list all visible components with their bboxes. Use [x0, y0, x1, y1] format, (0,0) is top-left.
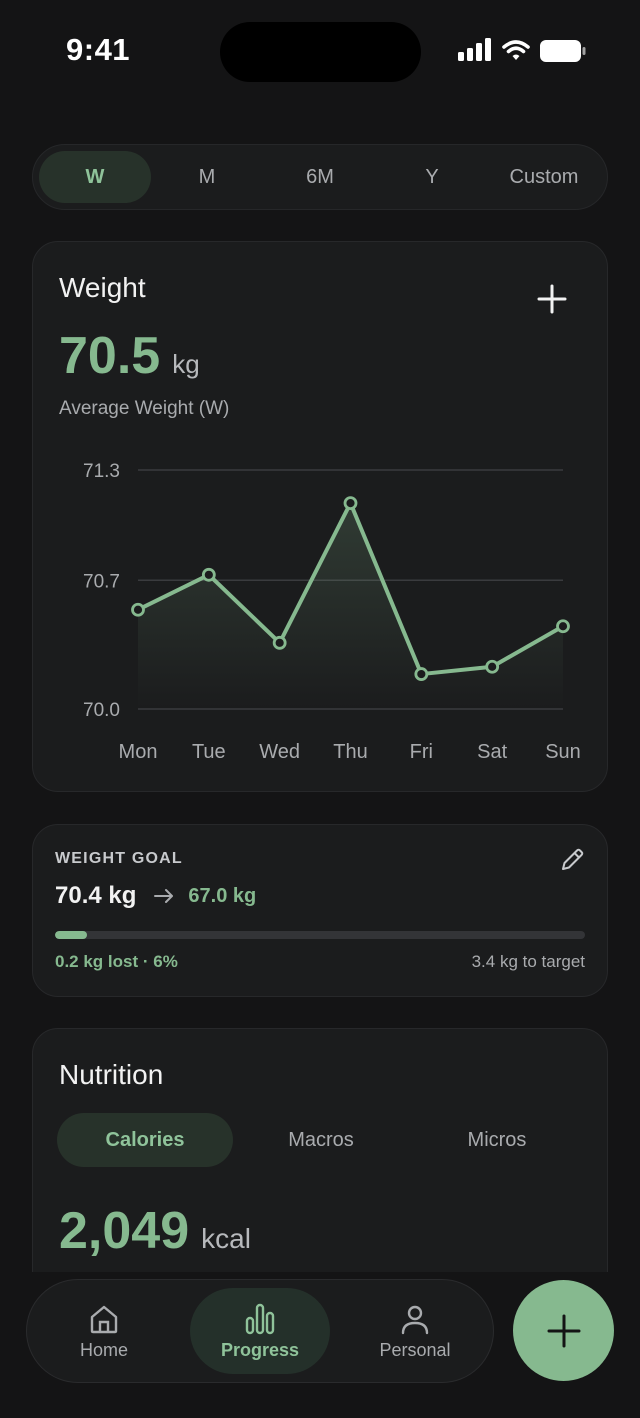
x-tick-label-tue: Tue [192, 741, 226, 763]
chart-point-tue[interactable] [201, 567, 216, 582]
y-tick-label: 71.3 [83, 461, 120, 482]
tab-home[interactable]: Home [34, 1288, 174, 1374]
weight-line-chart: 71.3 70.7 70.0 Mon Tue Wed Thu Fri Sat Sun [83, 461, 581, 763]
dynamic-island [220, 22, 421, 82]
calories-value: 2,049 [59, 1202, 190, 1260]
goal-progress-fill [55, 931, 87, 939]
y-tick-label: 70.7 [83, 571, 120, 592]
cellular-signal-icon [458, 38, 491, 61]
chart-area [138, 503, 563, 709]
add-weight-button[interactable] [537, 284, 567, 314]
goal-progress-bar [55, 931, 585, 939]
calories-unit: kcal [201, 1223, 251, 1254]
period-selector: W M 6M Y Custom [32, 144, 608, 210]
x-tick-label-mon: Mon [119, 741, 158, 763]
nutrition-title: Nutrition [59, 1059, 164, 1090]
nutrition-card: Nutrition Calories Macros Micros 2,049 k… [32, 1028, 608, 1328]
calories-total: 2,049 kcal [59, 1201, 251, 1261]
y-tick-label: 70.0 [83, 700, 120, 721]
average-weight-caption: Average Weight (W) [59, 398, 230, 419]
person-icon [401, 1305, 429, 1334]
arrow-right-icon [154, 889, 174, 903]
x-tick-label-thu: Thu [333, 741, 367, 763]
status-time: 9:41 [66, 32, 131, 67]
weight-goal-card: WEIGHT GOAL 70.4 kg 67.0 kg 0.2 kg lost … [32, 824, 608, 997]
chart-point-sat[interactable] [485, 659, 500, 674]
tab-progress-label: Progress [220, 1339, 300, 1360]
average-weight-unit: kg [172, 349, 200, 379]
edit-goal-icon[interactable] [559, 847, 585, 873]
tab-progress[interactable]: Progress [190, 1288, 330, 1374]
x-tick-label-wed: Wed [259, 741, 300, 763]
tab-macros[interactable]: Macros [288, 1128, 354, 1151]
x-tick-label-fri: Fri [410, 741, 433, 763]
goal-target-weight: 67.0 kg [188, 884, 257, 907]
weight-card: Weight 70.5 kg Average Weight (W) 71.3 70… [32, 241, 608, 792]
status-bar: 9:41 [0, 0, 640, 100]
goal-values: 70.4 kg 67.0 kg [55, 882, 256, 910]
chart-point-mon[interactable] [131, 602, 145, 617]
tab-personal-label: Personal [379, 1339, 451, 1360]
goal-lost-text: 0.2 kg lost · 6% [55, 952, 178, 971]
goal-current-weight: 70.4 kg [55, 882, 137, 909]
weight-goal-heading: WEIGHT GOAL [55, 850, 183, 867]
average-weight-value: 70.5 [59, 327, 161, 385]
bar-chart-icon [245, 1303, 275, 1334]
period-week[interactable]: W [39, 151, 151, 203]
period-month[interactable]: M [198, 165, 216, 188]
tab-calories[interactable]: Calories [57, 1113, 233, 1167]
tab-bar: Home Progress Personal [26, 1279, 494, 1383]
x-tick-label-sat: Sat [477, 741, 507, 763]
tab-home-label: Home [79, 1339, 128, 1360]
goal-remaining-text: 3.4 kg to target [471, 952, 585, 971]
nutrition-tabs: Calories Macros Micros [57, 1113, 585, 1169]
chart-point-wed[interactable] [272, 635, 287, 650]
plus-icon [547, 1314, 580, 1347]
period-year[interactable]: Y [425, 165, 439, 188]
tab-micros[interactable]: Micros [467, 1128, 527, 1151]
x-tick-label-sun: Sun [545, 741, 581, 763]
chart-point-fri[interactable] [414, 667, 429, 681]
average-weight: 70.5 kg [59, 326, 200, 386]
chart-point-sun[interactable] [556, 619, 570, 634]
add-entry-button[interactable] [513, 1280, 614, 1381]
weight-title: Weight [59, 272, 146, 303]
wifi-icon [502, 40, 530, 60]
battery-icon [540, 40, 586, 62]
period-six-months[interactable]: 6M [306, 165, 334, 188]
chart-point-thu[interactable] [343, 496, 358, 510]
tab-personal[interactable]: Personal [345, 1288, 485, 1374]
period-custom[interactable]: Custom [509, 165, 579, 188]
home-icon [90, 1305, 118, 1333]
